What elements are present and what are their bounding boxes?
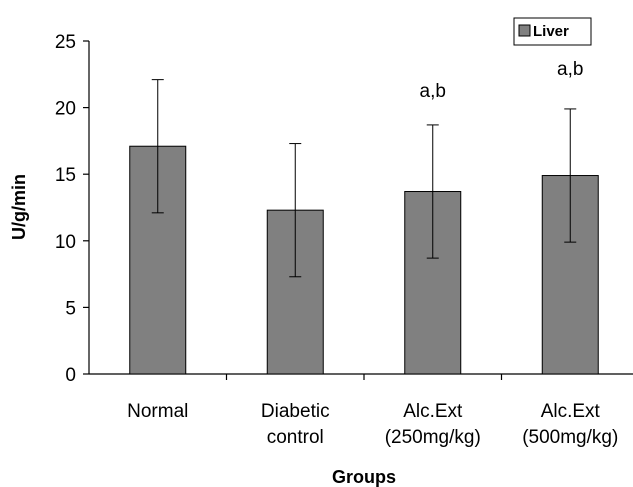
error-bars xyxy=(151,79,577,278)
annotations: a,b a,b xyxy=(420,59,584,102)
y-tick-label: 20 xyxy=(55,99,76,120)
x-tick-label: control xyxy=(267,427,324,448)
x-tick-label: Normal xyxy=(127,401,188,422)
significance-label: a,b xyxy=(420,81,446,102)
x-tick-label: (500mg/kg) xyxy=(522,427,618,448)
y-tick-label: 15 xyxy=(55,165,76,186)
x-axis: Normal Diabetic control Alc.Ext (250mg/kg) Al… xyxy=(89,373,633,448)
x-axis-title: Groups xyxy=(332,467,396,487)
x-tick-label: Diabetic xyxy=(261,401,330,422)
legend-swatch xyxy=(518,24,531,37)
y-axis: 0 5 10 15 20 25 xyxy=(55,32,90,386)
y-tick-label: 10 xyxy=(55,232,76,253)
x-tick-label: Alc.Ext xyxy=(541,401,601,422)
x-tick-label: Alc.Ext xyxy=(403,401,463,422)
y-axis-title: U/g/min xyxy=(9,174,29,240)
y-tick-label: 25 xyxy=(55,32,76,53)
y-tick-label: 5 xyxy=(65,298,76,319)
legend: Liver xyxy=(513,17,592,46)
x-tick-label: (250mg/kg) xyxy=(385,427,481,448)
legend-label: Liver xyxy=(533,23,569,40)
bars xyxy=(129,145,599,375)
y-tick-label: 0 xyxy=(65,365,76,386)
significance-label: a,b xyxy=(557,59,583,80)
